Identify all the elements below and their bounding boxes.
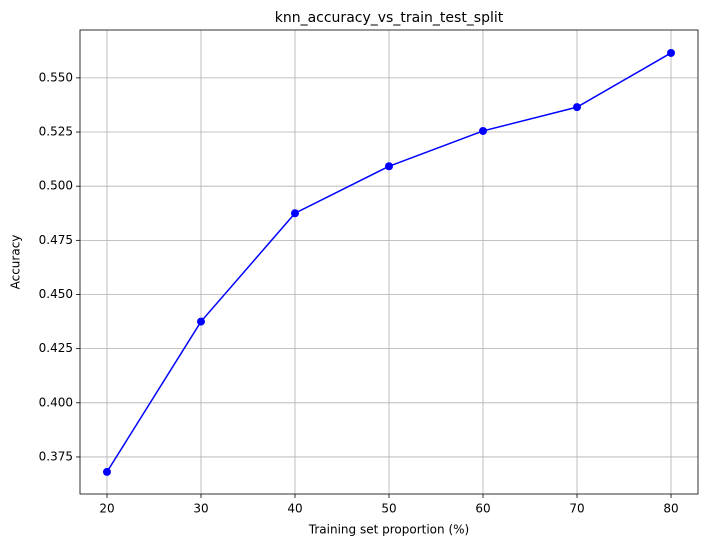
y-tick-label: 0.450 [39, 287, 73, 301]
x-tick-label: 50 [381, 502, 396, 516]
x-tick-label: 20 [99, 502, 114, 516]
point [290, 209, 299, 218]
y-axis-label: Accuracy [9, 235, 23, 290]
x-tick-label: 40 [287, 502, 302, 516]
y-tick-label: 0.425 [39, 341, 73, 355]
chart-title: knn_accuracy_vs_train_test_split [275, 10, 504, 26]
point [196, 317, 205, 326]
x-tick-label: 70 [569, 502, 584, 516]
x-tick-label: 60 [475, 502, 490, 516]
point [385, 162, 393, 171]
x-axis-label: Training set proportion (%) [308, 523, 469, 537]
y-tick-label: 0.525 [39, 125, 73, 139]
point [667, 48, 676, 57]
point [573, 103, 582, 112]
point [479, 126, 488, 135]
y-tick-label: 0.500 [39, 179, 73, 193]
x-tick-label: 30 [193, 502, 208, 516]
plot-frame [79, 29, 699, 495]
y-tick-label: 0.475 [39, 233, 73, 247]
y-tick-label: 0.375 [39, 449, 73, 463]
y-tick-label: 0.400 [39, 395, 73, 409]
y-tick-label: 0.550 [39, 70, 73, 84]
point [102, 467, 111, 476]
x-tick-label: 80 [663, 502, 678, 516]
